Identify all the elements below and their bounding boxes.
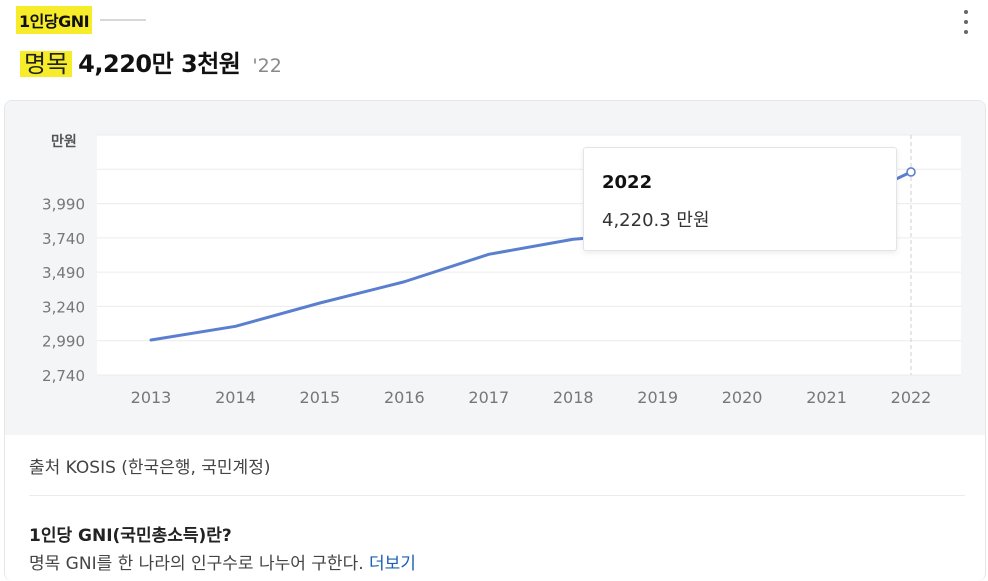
x-tick-label: 2022 <box>891 388 932 407</box>
y-tick-label: 3,990 <box>42 196 85 214</box>
menu-dot <box>964 10 968 14</box>
highlight-point <box>906 167 916 177</box>
x-tick-label: 2017 <box>468 388 509 407</box>
headline-value: 4,220만 3천원 <box>78 50 241 78</box>
source-text: 출처 KOSIS (한국은행, 국민계정) <box>29 458 271 478</box>
chart-card: 2,740 2,990 3,240 3,490 3,740 3,990 만원 2013 2014… <box>4 100 986 581</box>
tooltip-year: 2022 <box>602 172 653 193</box>
menu-dot <box>964 20 968 24</box>
chart-tooltip: 2022 4,220.3 만원 <box>583 147 897 251</box>
x-tick-label: 2014 <box>215 388 256 407</box>
y-tick-label: 3,740 <box>42 230 85 248</box>
headline-year: '22 <box>252 55 282 77</box>
y-tick-label: 2,990 <box>42 333 85 351</box>
headline-label: 명목 <box>20 51 73 77</box>
y-axis-label: 만원 <box>51 134 77 150</box>
menu-dot <box>964 30 968 34</box>
indicator-title: 1인당GNI <box>16 6 93 34</box>
faq-title: 1인당 GNI(국민총소득)란? <box>29 526 232 546</box>
indicator-tag: 1인당GNI <box>16 6 147 34</box>
headline: 명목 4,220만 3천원 '22 <box>20 44 282 80</box>
more-options-icon[interactable] <box>958 10 974 34</box>
x-tick-label: 2019 <box>637 388 678 407</box>
y-tick-label: 3,240 <box>42 298 85 316</box>
faq-description: 명목 GNI를 한 나라의 인구수로 나누어 구한다. 더보기 <box>29 549 416 574</box>
faq-description-text: 명목 GNI를 한 나라의 인구수로 나누어 구한다. <box>29 554 364 574</box>
chart-plot-area: 2,740 2,990 3,240 3,490 3,740 3,990 만원 2013 2014… <box>5 101 985 435</box>
x-tick-label: 2016 <box>384 388 425 407</box>
more-link[interactable]: 더보기 <box>369 554 416 574</box>
x-tick-label: 2015 <box>300 388 341 407</box>
divider <box>29 495 965 496</box>
x-tick-label: 2021 <box>806 388 847 407</box>
x-tick-label: 2018 <box>553 388 594 407</box>
x-tick-label: 2020 <box>722 388 763 407</box>
y-tick-label: 2,740 <box>42 367 85 385</box>
tooltip-value: 4,220.3 만원 <box>602 210 710 231</box>
title-underline <box>100 19 147 21</box>
y-tick-label: 3,490 <box>42 264 85 282</box>
x-tick-label: 2013 <box>131 388 172 407</box>
